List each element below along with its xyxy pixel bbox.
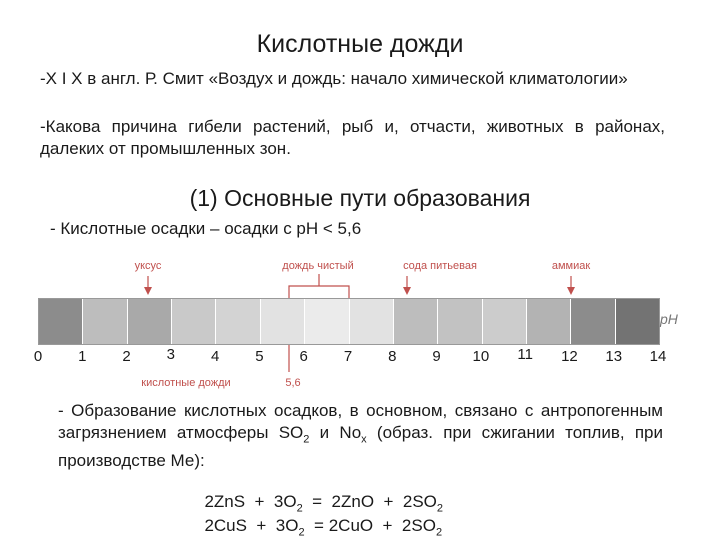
ph-segment (83, 299, 128, 344)
formation-text: - Образование кислотных осадков, в основ… (58, 401, 663, 471)
ph-tick-label: 2 (122, 348, 131, 365)
equation-zns: 2ZnS + 3O2 = 2ZnO + 2SO2 (204, 492, 444, 515)
ph-segment (305, 299, 350, 344)
ph-tick-label: 7 (343, 348, 353, 365)
ph-segment (482, 299, 527, 344)
marker-vinegar-label: уксус (134, 260, 162, 272)
ph-tick-label: 12 (561, 348, 578, 365)
marker-clean-rain-label: дождь чистый (282, 260, 354, 272)
ph-tick-label: 3 (166, 346, 176, 363)
ph-tick-label: 14 (649, 348, 667, 365)
ph-segment (39, 299, 84, 344)
ph-tick-label: 10 (472, 348, 490, 365)
ph-segment (172, 299, 217, 344)
ph-segment (526, 299, 572, 344)
ph-tick-label: 13 (605, 348, 623, 365)
ph-tick-label: 1 (78, 348, 87, 365)
marker-ammonia-label: аммиак (551, 260, 591, 272)
ph-tick-label: 6 (299, 348, 308, 365)
ph-tick-label: 8 (388, 348, 397, 365)
ph-segment (571, 299, 616, 344)
acid-rain-label: кислотные дожди (141, 377, 231, 389)
question-note: -Какова причина гибели растений, рыб и, … (40, 117, 665, 158)
bracket-clean-rain (288, 285, 350, 298)
slide-title: Кислотные дожди (256, 30, 464, 58)
ph-segment (393, 299, 439, 344)
section-heading: (1) Основные пути образования (189, 185, 531, 211)
threshold-label: 5,6 (285, 377, 301, 389)
ph-segment (260, 299, 306, 344)
ph-tick-label: 4 (210, 348, 220, 365)
equation-cus: 2CuS + 3O2 = 2CuO + 2SO2 (204, 516, 443, 539)
ph-segment (349, 299, 394, 344)
ph-tick-label: 5 (255, 348, 264, 365)
ph-unit-label: pH (660, 311, 678, 327)
history-note: -X I X в англ. Р. Смит «Воздух и дождь: … (40, 69, 628, 88)
ph-tick-label: 11 (517, 346, 533, 363)
ph-segment (438, 299, 483, 344)
ph-segment (615, 299, 660, 344)
definition-line: - Кислотные осадки – осадки с рН < 5,6 (50, 219, 362, 238)
ph-scale-bar (38, 298, 660, 345)
ph-tick-label: 0 (33, 348, 43, 365)
ph-segment (127, 299, 173, 344)
ph-tick-label: 9 (432, 348, 441, 365)
ph-segment (216, 299, 261, 344)
marker-baking-soda-label: сода питьевая (403, 260, 477, 272)
